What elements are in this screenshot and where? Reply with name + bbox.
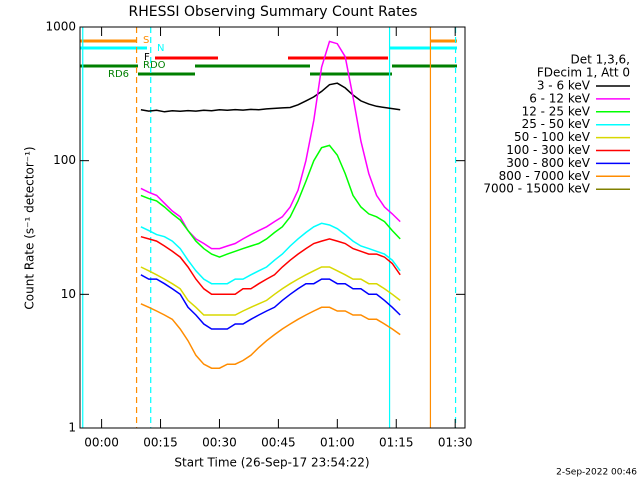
legend-label: 800 - 7000 keV xyxy=(499,169,591,183)
legend-header: Det 1,3,6, xyxy=(571,53,631,67)
flag-label: F xyxy=(144,52,150,63)
series-line xyxy=(140,82,401,113)
flag-label: N xyxy=(157,43,164,54)
legend-label: 50 - 100 keV xyxy=(514,130,591,144)
legend-label: 7000 - 15000 keV xyxy=(483,182,590,196)
legend-label: 12 - 25 keV xyxy=(522,104,591,118)
y-axis-label: Count Rate (s⁻¹ detector⁻¹) xyxy=(23,146,37,309)
series-line xyxy=(140,274,401,330)
flag-label: RD6 xyxy=(108,69,129,80)
x-tick-label: 00:15 xyxy=(143,436,178,450)
series-line xyxy=(140,144,401,258)
y-tick-label: 1 xyxy=(68,421,76,435)
legend-label: 100 - 300 keV xyxy=(506,143,590,157)
series-line xyxy=(140,222,401,285)
flags: S N F RDO RD6 xyxy=(80,35,457,80)
y-tick-label: 100 xyxy=(53,153,76,167)
series-line xyxy=(140,235,401,296)
x-tick-label: 01:15 xyxy=(379,436,414,450)
legend-label: 25 - 50 keV xyxy=(522,117,591,131)
legend-header: FDecim 1, Att 0 xyxy=(537,66,630,80)
legend-label: 300 - 800 keV xyxy=(506,156,590,170)
y-tick-label: 1000 xyxy=(45,20,76,34)
series-line xyxy=(140,266,401,316)
x-tick-label: 01:00 xyxy=(320,436,355,450)
y-tick-label: 10 xyxy=(61,287,76,301)
series-line xyxy=(140,40,401,250)
x-tick-label: 01:30 xyxy=(438,436,473,450)
chart-title: RHESSI Observing Summary Count Rates xyxy=(129,4,418,20)
x-tick-label: 00:00 xyxy=(84,436,119,450)
series-line xyxy=(140,303,401,369)
x-tick-label: 00:30 xyxy=(202,436,237,450)
flag-label: S xyxy=(143,35,149,46)
flag-label: RDO xyxy=(143,60,166,71)
legend-label: 3 - 6 keV xyxy=(537,79,591,93)
x-tick-label: 00:45 xyxy=(261,436,296,450)
footer: 2-Sep-2022 00:46 xyxy=(556,468,637,478)
plot-frame xyxy=(79,26,466,429)
x-axis-label: Start Time (26-Sep-17 23:54:22) xyxy=(174,456,369,470)
legend-label: 6 - 12 keV xyxy=(529,91,591,105)
